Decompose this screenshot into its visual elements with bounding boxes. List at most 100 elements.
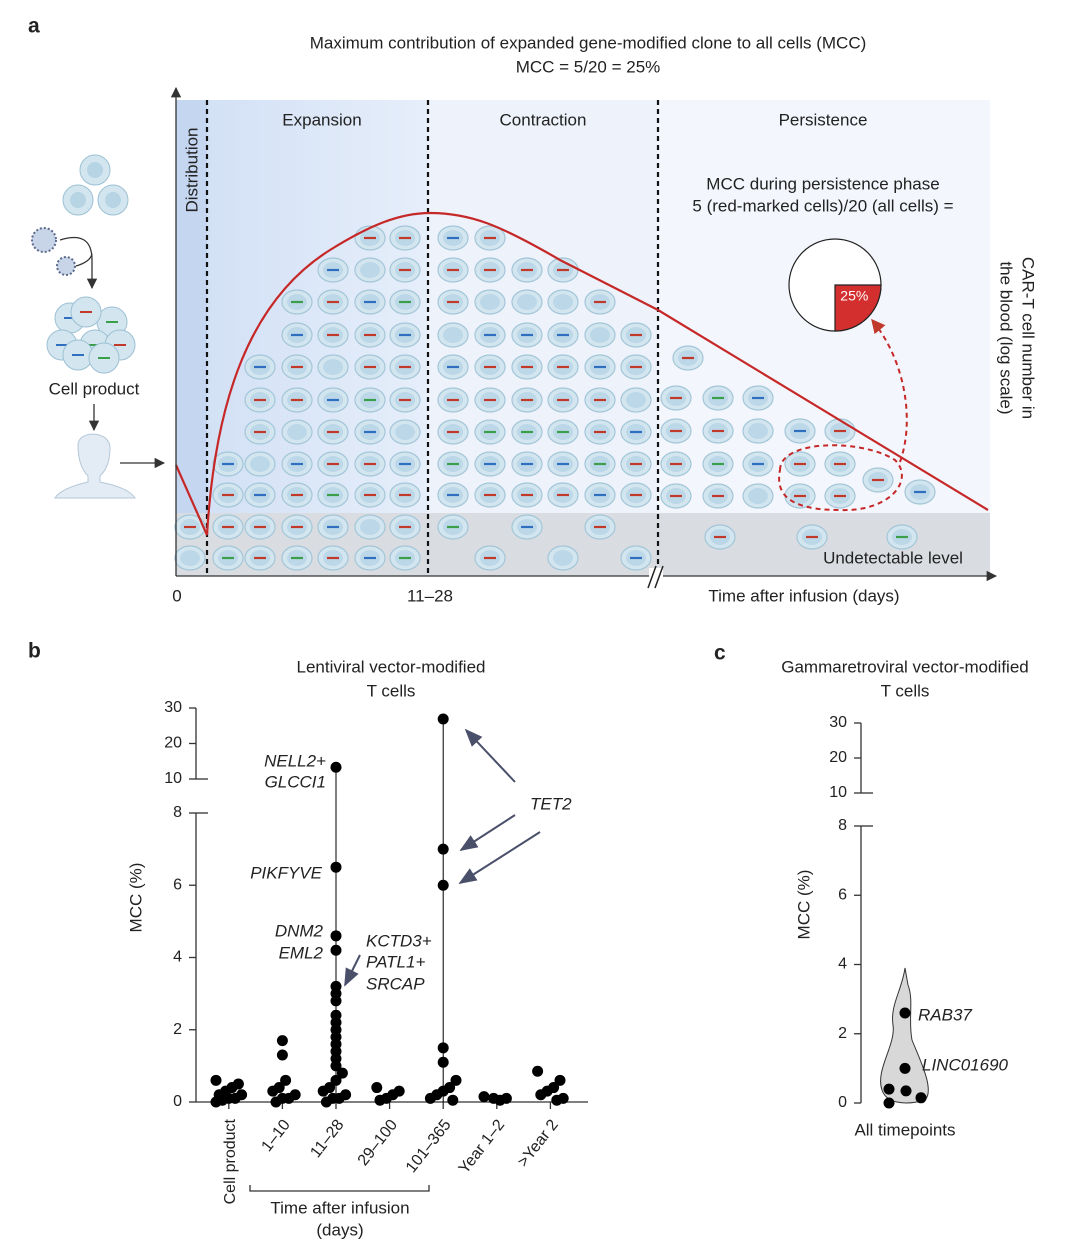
virus-icon: [31, 227, 57, 253]
data-point: [447, 1094, 459, 1106]
x-group-bracket: [249, 1185, 430, 1192]
cell-nucleus: [480, 294, 500, 310]
data-point: [330, 761, 342, 773]
merge-arrow-2: [75, 253, 93, 267]
population-curve: [174, 211, 989, 536]
cell-nucleus: [590, 327, 610, 343]
data-point: [535, 1089, 547, 1101]
x-tick-label: 1–10: [259, 1117, 294, 1156]
data-point: [330, 995, 342, 1007]
merge-arrow: [59, 236, 98, 290]
annotation: RAB37: [918, 1005, 972, 1024]
cell-nucleus: [250, 456, 270, 472]
data-point: [899, 1062, 911, 1074]
data-point: [280, 1074, 292, 1086]
data-point: [374, 1094, 386, 1106]
y-tick-label: 10: [829, 784, 847, 801]
data-point: [883, 1097, 895, 1109]
y-tick-label: 30: [829, 714, 847, 731]
x-tick-label: Year 1–2: [456, 1117, 509, 1178]
cell-nucleus: [748, 488, 768, 504]
note: 5 (red-marked cells)/20 (all cells) =: [692, 196, 953, 215]
cell-nucleus: [360, 519, 380, 535]
annotation: GLCCI1: [265, 772, 326, 791]
data-point: [915, 1092, 927, 1104]
data-point: [276, 1049, 288, 1061]
data-point: [210, 1074, 222, 1086]
y-tick-label: 8: [838, 817, 847, 834]
data-point: [330, 1074, 342, 1086]
cell-nucleus: [323, 359, 343, 375]
undetectable-label: Undetectable level: [823, 548, 963, 567]
y-tick-label: 30: [164, 699, 182, 716]
title: MCC = 5/20 = 25%: [516, 57, 661, 76]
axis-break: [647, 565, 664, 589]
x-tick-label: 0: [172, 586, 181, 605]
person-icon: [54, 433, 136, 499]
data-point: [330, 944, 342, 956]
data-point: [437, 1056, 449, 1068]
annotation-arrow: [458, 831, 541, 884]
x-tick-label: All timepoints: [854, 1120, 955, 1139]
x-tick-label: >Year 2: [515, 1117, 562, 1171]
annotation: EML2: [279, 943, 324, 962]
annotation: TET2: [530, 794, 572, 813]
clone-outline: [778, 444, 903, 512]
cell-nucleus: [748, 423, 768, 439]
annotation: SRCAP: [366, 974, 425, 993]
annotation-arrow: [344, 954, 361, 987]
y-tick-label: 20: [829, 749, 847, 766]
virus-icon: [56, 256, 76, 276]
title: Lentiviral vector-modified: [297, 657, 486, 676]
y-tick-label: 4: [838, 956, 847, 973]
x-tick-label: 101–365: [403, 1117, 455, 1177]
x-axis-label: (days): [316, 1220, 363, 1239]
data-point: [488, 1092, 500, 1104]
x-axis-label: Time after infusion (days): [708, 586, 899, 605]
note: MCC during persistence phase: [706, 174, 939, 193]
annotation-arrow: [464, 728, 516, 783]
cell-nucleus: [443, 327, 463, 343]
data-point: [336, 1067, 348, 1079]
x-tick-label: 11–28: [307, 1117, 347, 1162]
y-tick-label: 4: [173, 949, 182, 966]
data-point: [267, 1085, 279, 1097]
phase-label: Persistence: [779, 110, 868, 129]
data-point: [276, 1035, 288, 1047]
x-axis-label: Time after infusion: [270, 1198, 409, 1217]
cell-nucleus: [553, 294, 573, 310]
cell-nucleus: [553, 550, 573, 566]
panel-label: c: [714, 642, 726, 665]
y-tick-label: 2: [173, 1021, 182, 1038]
data-point: [270, 1096, 282, 1108]
y-tick-label: 2: [838, 1025, 847, 1042]
data-point: [883, 1083, 895, 1095]
clone-arrow: [871, 318, 908, 463]
data-point: [330, 930, 342, 942]
phase-label: Expansion: [282, 110, 361, 129]
y-tick-label: 10: [164, 770, 182, 787]
title: Gammaretroviral vector-modified: [781, 657, 1029, 676]
data-point: [424, 1092, 436, 1104]
panel-label: b: [28, 640, 41, 663]
y-axis-label: CAR-T cell number in: [1019, 257, 1038, 419]
violin: [880, 967, 929, 1104]
data-point: [210, 1096, 222, 1108]
y-axis-label: MCC (%): [126, 863, 145, 933]
cell-nucleus: [360, 262, 380, 278]
y-tick-label: 20: [164, 735, 182, 752]
y-axis-label: the blood (log scale): [997, 261, 1016, 414]
y-tick-label: 6: [838, 886, 847, 903]
distribution-bg: [176, 100, 207, 576]
data-point: [437, 713, 449, 725]
phase-label: Contraction: [500, 110, 587, 129]
y-axis-label: MCC (%): [794, 870, 813, 940]
data-point: [532, 1065, 544, 1077]
x-tick-label: 29–100: [355, 1117, 401, 1170]
data-point: [551, 1094, 563, 1106]
annotation: NELL2+: [264, 751, 326, 770]
data-point: [437, 1042, 449, 1054]
title: T cells: [367, 681, 416, 700]
data-point: [450, 1074, 462, 1086]
